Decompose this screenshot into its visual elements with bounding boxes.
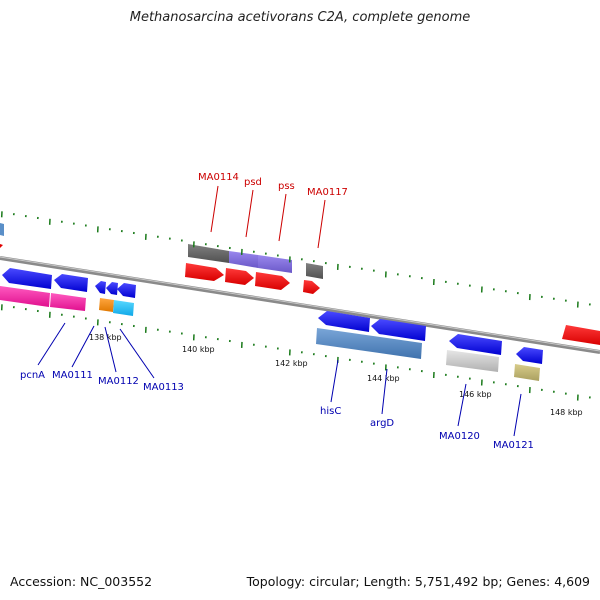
ruler-label-142: 142 kbp <box>275 359 308 368</box>
ruler-label-140: 140 kbp <box>182 345 215 354</box>
label-ma0111: MA0111 <box>52 370 93 381</box>
ruler-label-144: 144 kbp <box>367 374 400 383</box>
gene-ma0117-arrow <box>303 280 320 294</box>
genome-summary-text: Topology: circular; Length: 5,751,492 bp… <box>246 574 590 589</box>
leader-ma0112 <box>104 326 117 373</box>
label-ma0112: MA0112 <box>98 376 139 387</box>
gene-hisc-arrow <box>318 311 370 332</box>
ruler-label-148: 148 kbp <box>550 408 583 417</box>
label-argd: argD <box>370 418 394 429</box>
label-pss: pss <box>278 181 295 192</box>
gene-ma0121-olive <box>514 364 540 381</box>
gene-ma0120-silver <box>446 350 499 372</box>
gene-psd-purple <box>229 251 258 268</box>
gene-ma0111-arrow <box>54 274 88 292</box>
label-ma0120: MA0120 <box>439 431 480 442</box>
gene-ma0114-gray <box>188 244 229 263</box>
label-psd: psd <box>244 177 262 188</box>
leader-ma0120 <box>457 383 467 427</box>
label-ma0114: MA0114 <box>198 172 239 183</box>
leader-psd <box>245 189 254 238</box>
gene-pss-purple <box>258 255 292 273</box>
page-title: Methanosarcina acetivorans C2A, complete… <box>129 10 471 25</box>
gene-hisc-argd-steel <box>316 328 422 359</box>
forward-labels: MA0114 psd pss MA0117 <box>198 172 348 249</box>
leader-ma0117 <box>317 199 326 249</box>
feature-edge-left-blue <box>0 223 4 236</box>
leader-ma0113 <box>119 328 155 379</box>
leader-hisc <box>330 359 339 403</box>
leader-ma0121 <box>513 393 522 437</box>
gene-ma0113-arrow-b <box>117 283 136 298</box>
reverse-labels: pcnA MA0111 MA0112 MA0113 hisC argD MA01… <box>20 322 534 451</box>
feature-edge-right-red <box>562 325 600 345</box>
gene-ma0114-arrow <box>185 263 224 281</box>
leader-pcna <box>37 322 66 366</box>
genome-backbone <box>0 256 600 354</box>
gene-ma0113-cyan <box>113 300 134 316</box>
label-ma0113: MA0113 <box>143 382 184 393</box>
ruler-label-146: 146 kbp <box>459 390 492 399</box>
gene-ma0121-arrow <box>516 347 543 364</box>
gene-pss-arrow <box>255 272 290 290</box>
gene-psd-arrow <box>225 268 254 285</box>
label-pcna: pcnA <box>20 370 45 381</box>
leader-pss <box>278 193 287 242</box>
genome-backbone-highlight <box>0 256 600 352</box>
ruler-labels: 138 kbp 140 kbp 142 kbp 144 kbp 146 kbp … <box>89 333 583 417</box>
ruler-ticks <box>0 211 591 401</box>
gene-ma0113-arrow-a <box>106 282 118 295</box>
gene-ma0112-arrow <box>95 281 106 294</box>
leader-ma0114 <box>210 185 219 233</box>
ruler-label-138: 138 kbp <box>89 333 122 342</box>
gene-ma0120-arrow <box>449 334 502 355</box>
gene-argd-arrow <box>371 319 426 341</box>
label-ma0121: MA0121 <box>493 440 534 451</box>
leader-argd <box>381 368 388 415</box>
gene-ma0112-orange <box>99 298 114 312</box>
label-ma0117: MA0117 <box>307 187 348 198</box>
accession-text: Accession: NC_003552 <box>10 574 153 589</box>
gene-pcna-pink <box>0 286 50 307</box>
leader-ma0111 <box>71 325 95 368</box>
feature-edge-left-red <box>0 244 3 248</box>
gene-ma0117-gray <box>306 263 323 279</box>
label-hisc: hisC <box>320 406 341 417</box>
gene-ma0111-pink <box>50 293 86 311</box>
gene-pcna-arrow <box>2 268 52 289</box>
